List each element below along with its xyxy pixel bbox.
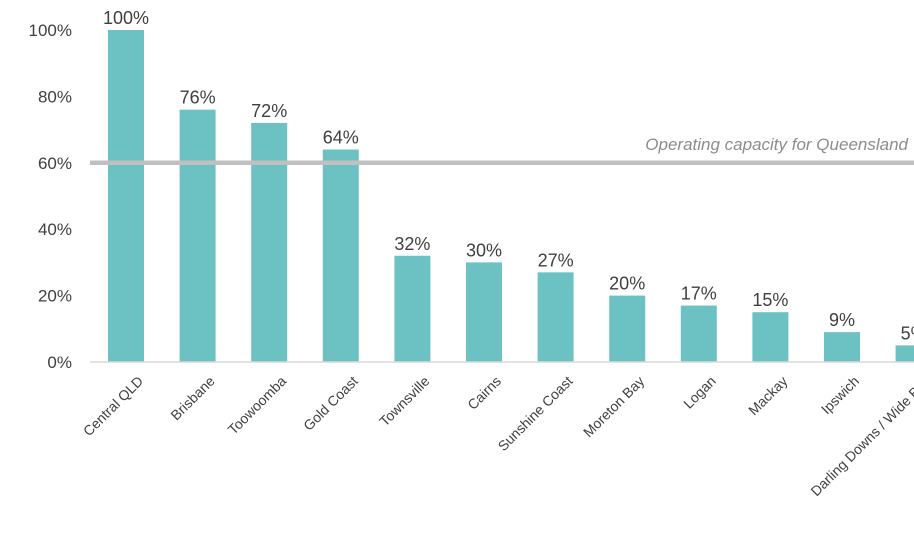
data-label: 9% <box>829 310 855 330</box>
x-tick-label: Mackay <box>745 373 790 418</box>
y-tick-label: 40% <box>38 220 72 239</box>
bar <box>108 30 144 362</box>
y-tick-label: 20% <box>38 287 72 306</box>
bar <box>466 262 502 362</box>
data-label: 17% <box>681 284 717 304</box>
data-label: 100% <box>103 8 149 28</box>
reference-line-label: Operating capacity for Queensland <box>645 135 908 154</box>
x-tick-label: Cairns <box>464 373 504 413</box>
bar <box>609 295 646 362</box>
y-tick-label: 60% <box>38 154 72 173</box>
x-tick-label: Darling Downs / Wide Bay <box>807 373 914 499</box>
bar <box>680 305 717 362</box>
data-label: 20% <box>609 274 645 294</box>
data-label: 32% <box>394 234 430 254</box>
x-tick-label: Townsville <box>376 373 433 430</box>
x-tick-label: Moreton Bay <box>580 373 647 440</box>
x-axis-category-labels: Central QLD Brisbane Toowoomba Gold Coast To… <box>80 373 914 499</box>
y-tick-label: 80% <box>38 87 72 106</box>
bar <box>895 345 914 362</box>
x-tick-label: Logan <box>680 373 719 412</box>
bar <box>322 149 359 362</box>
data-label: 76% <box>180 88 216 108</box>
data-label: 64% <box>323 128 359 148</box>
data-label: 72% <box>251 101 287 121</box>
x-tick-label: Sunshine Coast <box>495 373 576 454</box>
x-tick-label: Central QLD <box>80 373 146 439</box>
x-tick-label: Ipswich <box>818 373 862 417</box>
x-tick-label: Toowoomba <box>225 373 290 438</box>
bar <box>824 332 860 362</box>
bar <box>179 109 216 363</box>
data-label: 5% <box>901 323 914 343</box>
bar <box>394 255 431 362</box>
bar <box>752 312 789 362</box>
y-tick-label: 0% <box>47 353 72 372</box>
x-tick-label: Brisbane <box>167 373 218 424</box>
bars <box>108 30 914 363</box>
bar <box>537 272 574 362</box>
data-label: 15% <box>752 290 788 310</box>
data-labels: 100% 76% 72% 64% 32% 30% 27% 20% 17% 15% 9% 5% <box>103 8 914 343</box>
data-label: 27% <box>538 250 574 270</box>
data-label: 30% <box>466 240 502 260</box>
bar <box>251 122 288 363</box>
y-tick-label: 100% <box>29 21 72 40</box>
x-tick-label: Gold Coast <box>300 373 361 434</box>
y-axis: 0% 20% 40% 60% 80% 100% <box>29 21 72 372</box>
